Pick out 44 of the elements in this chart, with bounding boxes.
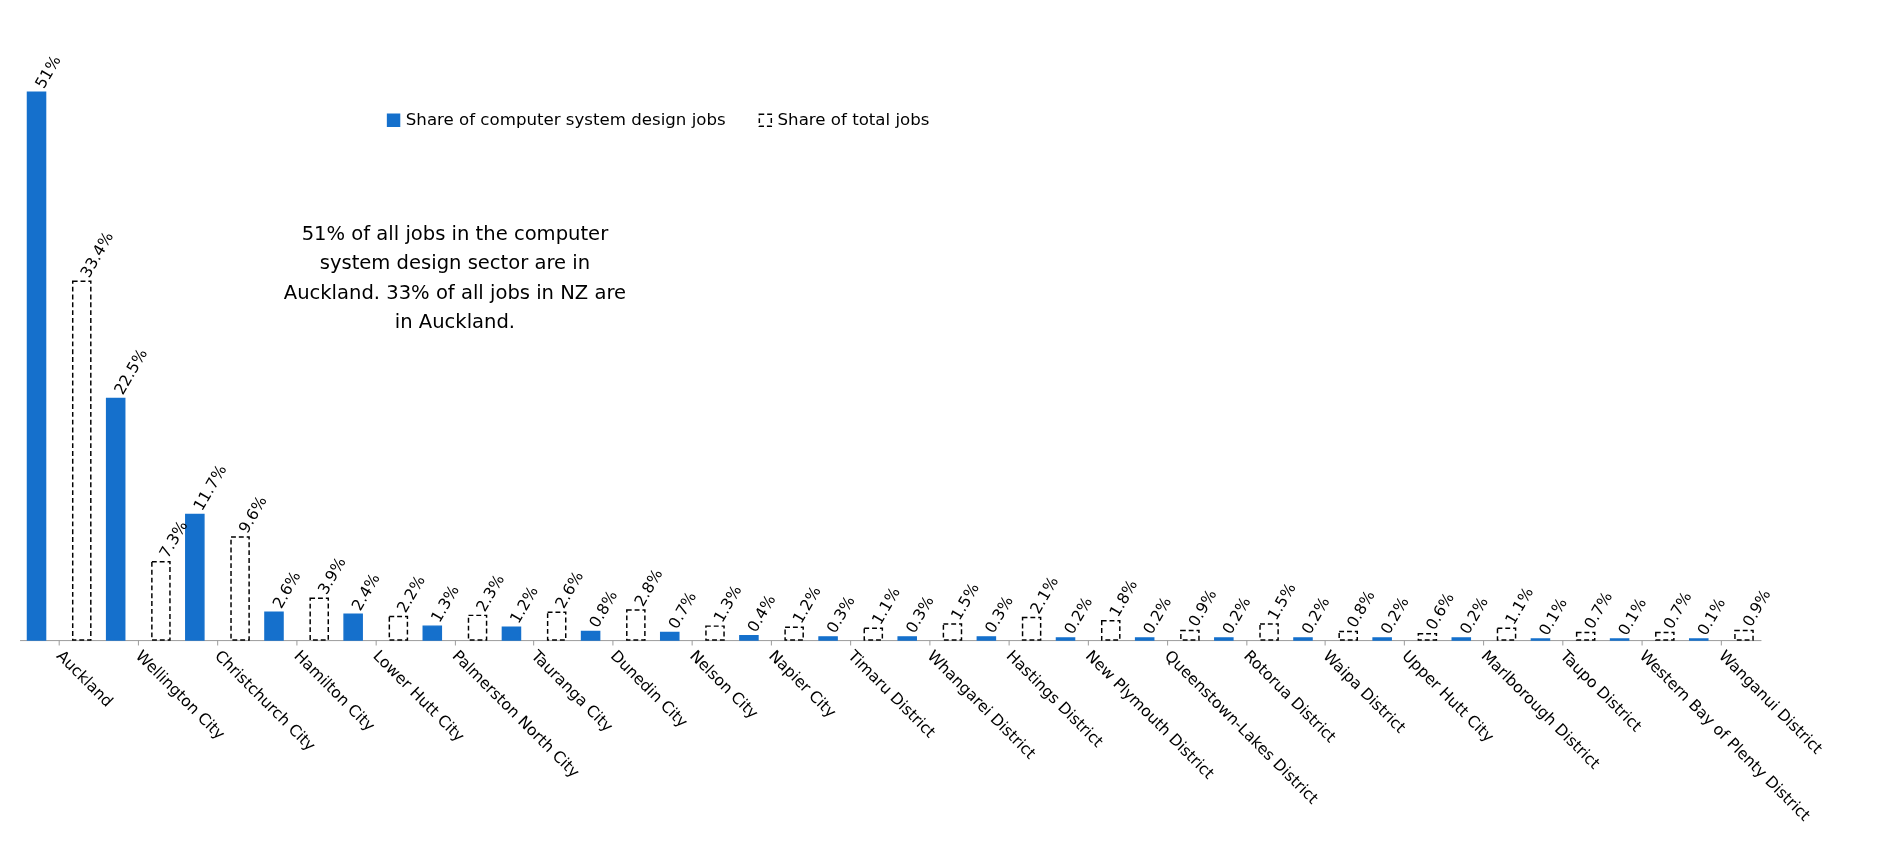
bar <box>185 513 205 641</box>
bar <box>309 597 330 641</box>
bar <box>1100 620 1121 641</box>
bar <box>343 613 363 641</box>
bar <box>1451 637 1472 641</box>
bar <box>1134 637 1155 641</box>
legend-label: Share of computer system design jobs <box>405 110 726 130</box>
bar <box>942 623 963 641</box>
annotation: 51% of all jobs in the computer system design sector are in Auckland. 33% of all jobs in NZ are in Auckland. <box>283 221 627 334</box>
bar <box>1338 630 1359 641</box>
bar <box>1417 632 1438 641</box>
bar <box>1055 637 1076 641</box>
bar <box>105 397 126 641</box>
bar <box>264 611 284 641</box>
bar <box>1734 629 1754 641</box>
bar <box>626 609 646 641</box>
bar <box>1180 629 1200 641</box>
bar <box>705 625 725 641</box>
bar <box>739 635 759 641</box>
bar <box>897 636 918 641</box>
bar <box>659 631 680 641</box>
bar <box>580 630 601 641</box>
bar <box>1372 637 1392 641</box>
bar <box>151 560 171 641</box>
bar <box>784 626 804 641</box>
bar <box>1214 637 1234 641</box>
bar <box>1259 623 1279 641</box>
legend-label: Share of total jobs <box>777 110 930 130</box>
bar <box>546 611 567 641</box>
bar <box>1021 616 1042 641</box>
bar <box>863 627 884 641</box>
bar <box>230 536 250 641</box>
bar <box>1655 631 1675 641</box>
bar <box>976 636 997 641</box>
bar <box>26 91 47 641</box>
bar <box>422 625 443 641</box>
bar <box>1496 627 1517 641</box>
bar <box>1575 631 1596 641</box>
bar <box>71 280 92 641</box>
bar <box>388 615 409 641</box>
bar <box>467 614 488 641</box>
bar <box>501 626 522 641</box>
bar <box>818 636 838 641</box>
bar <box>1293 637 1313 641</box>
